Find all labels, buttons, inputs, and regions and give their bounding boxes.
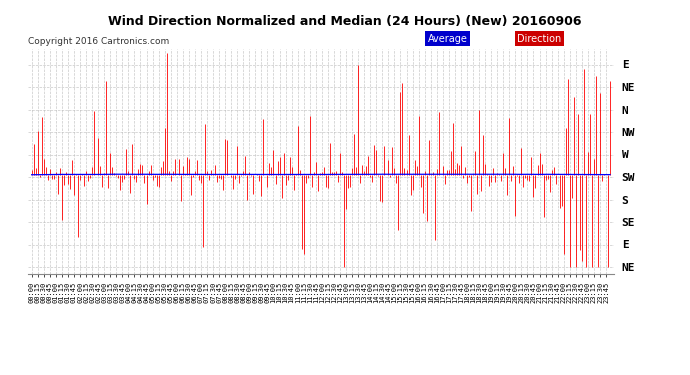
Text: Direction: Direction bbox=[518, 34, 562, 44]
Text: Wind Direction Normalized and Median (24 Hours) (New) 20160906: Wind Direction Normalized and Median (24… bbox=[108, 15, 582, 28]
Text: Average: Average bbox=[428, 34, 468, 44]
Text: Copyright 2016 Cartronics.com: Copyright 2016 Cartronics.com bbox=[28, 38, 169, 46]
